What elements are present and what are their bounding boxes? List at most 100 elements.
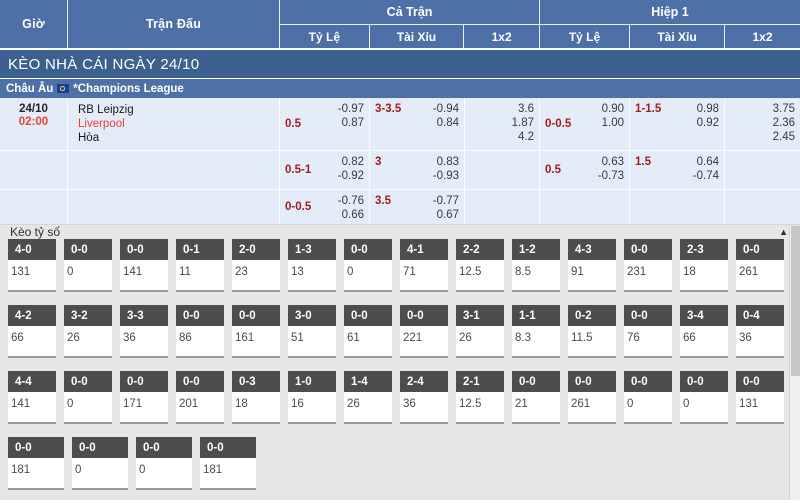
score-tile[interactable]: 1-1 8.3	[512, 305, 560, 358]
score-tile-scoreline: 1-1	[512, 305, 560, 326]
score-tile[interactable]: 0-0 261	[736, 239, 784, 292]
score-tile[interactable]: 0-0 171	[120, 371, 168, 424]
score-tile[interactable]: 1-0 16	[288, 371, 336, 424]
full-overunder-cell-1[interactable]: 3-3.5 -0.94 0.84	[370, 98, 465, 150]
full-handicap-cell-2[interactable]: 0.5-1 0.82 -0.92	[280, 151, 370, 189]
column-group-full-match: Cả Trận Tỷ Lệ Tài Xỉu 1x2	[280, 0, 540, 48]
h1-overunder-line-1: 1-1.5	[635, 103, 662, 115]
full-1x2-cell-2[interactable]	[465, 151, 540, 189]
score-tile-scoreline: 4-1	[400, 239, 448, 260]
h1-handicap-odds-1: 0.90 1.00	[601, 103, 624, 129]
collapse-caret-icon[interactable]: ▲	[779, 226, 788, 237]
match-kickoff-time: 02:00	[18, 116, 49, 128]
score-tile-scoreline: 2-4	[400, 371, 448, 392]
score-tile[interactable]: 2-0 23	[232, 239, 280, 292]
odds-row: 0.5-1 0.82 -0.92 3 0.83 -0.93	[0, 151, 800, 190]
full-overunder-odds-2: 0.83 -0.93	[432, 156, 459, 182]
score-tile[interactable]: 0-0 0	[64, 371, 112, 424]
score-tile-odds: 0	[683, 398, 690, 410]
score-tile-scoreline: 4-0	[8, 239, 56, 260]
h1-overunder-cell-2[interactable]: 1.5 0.64 -0.74	[630, 151, 725, 189]
score-tile[interactable]: 0-2 11.5	[568, 305, 616, 358]
score-tile[interactable]: 0-0 231	[624, 239, 672, 292]
score-tile-odds: 161	[235, 332, 255, 344]
score-tile[interactable]: 0-0 201	[176, 371, 224, 424]
score-tile[interactable]: 0-4 36	[736, 305, 784, 358]
score-tile[interactable]: 0-0 131	[736, 371, 784, 424]
h1-handicap-cell-3[interactable]	[540, 190, 630, 224]
score-tile[interactable]: 3-3 36	[120, 305, 168, 358]
h1-overunder-cell-3[interactable]	[630, 190, 725, 224]
score-tile[interactable]: 0-0 0	[624, 371, 672, 424]
h1-handicap-cell-2[interactable]: 0.5 0.63 -0.73	[540, 151, 630, 189]
score-tile-scoreline: 3-0	[288, 305, 336, 326]
score-tile[interactable]: 0-0 181	[8, 437, 64, 490]
score-tile-odds: 141	[11, 398, 31, 410]
score-tile[interactable]: 0-1 11	[176, 239, 224, 292]
score-tile-odds: 201	[179, 398, 199, 410]
score-tile[interactable]: 0-0 61	[344, 305, 392, 358]
score-tile[interactable]: 0-0 21	[512, 371, 560, 424]
score-tile-scoreline: 0-4	[736, 305, 784, 326]
h1-1x2-cell-3[interactable]	[725, 190, 800, 224]
score-tile-odds: 8.5	[515, 266, 531, 278]
score-tile-odds: 221	[403, 332, 423, 344]
full-handicap-cell-1[interactable]: 0.5 -0.97 0.87	[280, 98, 370, 150]
score-tile[interactable]: 1-3 13	[288, 239, 336, 292]
vertical-scrollbar[interactable]	[789, 226, 800, 500]
score-tile[interactable]: 0-0 0	[72, 437, 128, 490]
score-tile[interactable]: 0-0 0	[344, 239, 392, 292]
score-tile[interactable]: 1-4 26	[344, 371, 392, 424]
score-tile[interactable]: 3-2 26	[64, 305, 112, 358]
score-tile[interactable]: 4-0 131	[8, 239, 56, 292]
h1-overunder-cell-1[interactable]: 1-1.5 0.98 0.92	[630, 98, 725, 150]
score-tile[interactable]: 0-0 0	[680, 371, 728, 424]
score-tile-odds: 11	[179, 266, 191, 278]
h1-handicap-line-1: 0-0.5	[545, 118, 572, 130]
score-tile[interactable]: 0-0 221	[400, 305, 448, 358]
score-tile-scoreline: 3-2	[64, 305, 112, 326]
full-handicap-cell-3[interactable]: 0-0.5 -0.76 0.66	[280, 190, 370, 224]
score-tile[interactable]: 4-4 141	[8, 371, 56, 424]
score-tile[interactable]: 0-0 141	[120, 239, 168, 292]
score-tile[interactable]: 4-1 71	[400, 239, 448, 292]
score-tile[interactable]: 3-1 26	[456, 305, 504, 358]
match-date: 24/10	[19, 103, 48, 115]
score-tile[interactable]: 2-2 12.5	[456, 239, 504, 292]
h1-handicap-cell-1[interactable]: 0-0.5 0.90 1.00	[540, 98, 630, 150]
score-tile[interactable]: 2-1 12.5	[456, 371, 504, 424]
match-time-cell: 24/10 02:00	[0, 98, 68, 150]
score-tile[interactable]: 0-0 0	[64, 239, 112, 292]
score-tile[interactable]: 4-2 66	[8, 305, 56, 358]
score-tile[interactable]: 0-0 86	[176, 305, 224, 358]
column-header-full-overunder: Tài Xỉu	[370, 25, 465, 48]
score-tile[interactable]: 3-0 51	[288, 305, 336, 358]
score-tile[interactable]: 0-3 18	[232, 371, 280, 424]
h1-1x2-cell-2[interactable]	[725, 151, 800, 189]
score-tile[interactable]: 3-4 66	[680, 305, 728, 358]
full-handicap-line-2: 0.5-1	[285, 164, 312, 176]
full-overunder-cell-2[interactable]: 3 0.83 -0.93	[370, 151, 465, 189]
odds-table-body: 24/10 02:00 RB Leipzig Liverpool Hòa 0.5…	[0, 98, 800, 225]
scrollbar-thumb[interactable]	[791, 226, 800, 376]
score-tile[interactable]: 0-0 76	[624, 305, 672, 358]
full-overunder-cell-3[interactable]: 3.5 -0.77 0.67	[370, 190, 465, 224]
score-tile[interactable]: 4-3 91	[568, 239, 616, 292]
score-section-header[interactable]: Kèo tỷ số ▲	[0, 225, 800, 239]
full-1x2-cell-1[interactable]: 3.6 1.87 4.2	[465, 98, 540, 150]
score-tile-scoreline: 1-2	[512, 239, 560, 260]
score-tile[interactable]: 0-0 0	[136, 437, 192, 490]
full-1x2-cell-3[interactable]	[465, 190, 540, 224]
match-time-cell-empty	[0, 151, 68, 189]
score-tile[interactable]: 0-0 261	[568, 371, 616, 424]
score-tile[interactable]: 0-0 161	[232, 305, 280, 358]
league-row[interactable]: Châu Âu *Champions League	[0, 78, 800, 98]
h1-1x2-cell-1[interactable]: 3.75 2.36 2.45	[725, 98, 800, 150]
score-tile[interactable]: 1-2 8.5	[512, 239, 560, 292]
score-tile-odds: 51	[291, 332, 304, 344]
full-1x2-odds-1: 3.6 1.87 4.2	[511, 103, 534, 143]
score-tile[interactable]: 2-3 18	[680, 239, 728, 292]
score-tile[interactable]: 0-0 181	[200, 437, 256, 490]
score-tile-row: 4-0 131 0-0 0 0-0 141 0-1 11 2-0 23 1-3 13 0-0 0 4-1 71…	[8, 239, 792, 292]
score-tile[interactable]: 2-4 36	[400, 371, 448, 424]
